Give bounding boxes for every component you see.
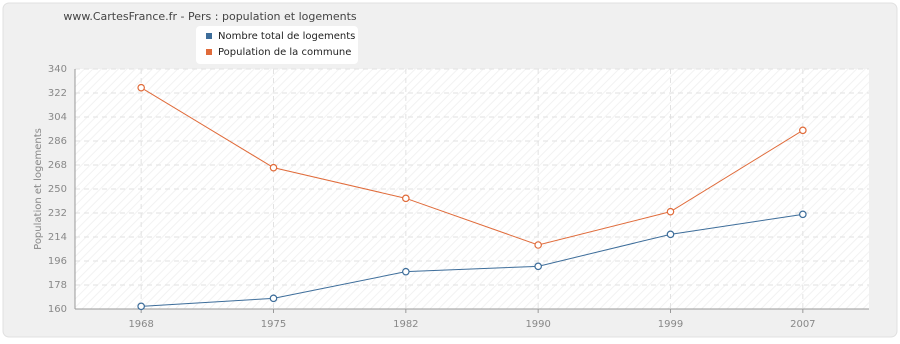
point (137, 83, 145, 92)
point (799, 126, 807, 135)
y-tick-label: 196 (48, 256, 67, 267)
legend (196, 26, 358, 64)
point (534, 262, 542, 271)
chart-title: www.CartesFrance.fr - Pers : population … (63, 10, 357, 23)
point (269, 294, 278, 303)
x-tick-label: 2007 (790, 319, 815, 330)
y-tick-label: 232 (48, 208, 67, 219)
point (269, 163, 278, 172)
y-axis-label: Population et logements (33, 128, 44, 250)
point (666, 207, 675, 216)
x-tick-label: 1975 (261, 319, 286, 330)
x-tick-label: 1990 (525, 319, 550, 330)
x-tick-label: 1999 (658, 319, 683, 330)
point (799, 210, 807, 219)
x-tick-label: 1982 (393, 319, 418, 330)
legend-label: Population de la commune (218, 47, 351, 58)
series-line (141, 213, 803, 307)
x-tick-label: 1968 (128, 319, 153, 330)
y-tick-label: 304 (48, 112, 67, 123)
y-tick-label: 178 (48, 280, 67, 291)
y-tick-label: 322 (48, 88, 67, 99)
point (534, 241, 542, 249)
legend-swatch (206, 33, 212, 39)
point (402, 194, 410, 203)
point (402, 267, 410, 276)
y-tick-label: 160 (48, 304, 67, 315)
y-tick-label: 286 (48, 136, 67, 147)
legend-label: Nombre total de logements (218, 31, 355, 42)
y-tick-label: 250 (48, 184, 67, 195)
legend-swatch (206, 49, 212, 55)
point (666, 230, 675, 239)
point (137, 302, 145, 311)
y-tick-label: 214 (48, 232, 67, 243)
series-line (140, 87, 804, 246)
y-tick-label: 268 (48, 160, 67, 171)
y-tick-label: 340 (48, 64, 67, 75)
